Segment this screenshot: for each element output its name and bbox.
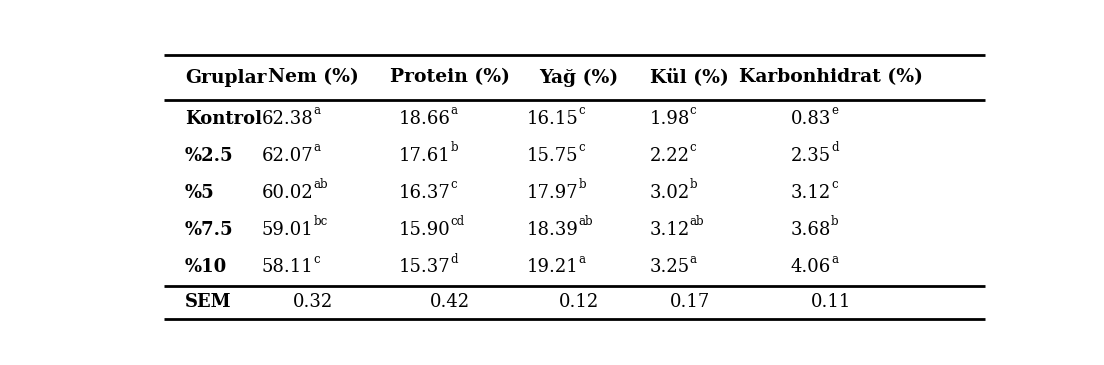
- Text: ab: ab: [690, 215, 704, 228]
- Text: 17.97: 17.97: [527, 184, 578, 202]
- Text: Kontrol: Kontrol: [185, 110, 262, 127]
- Text: c: c: [578, 104, 585, 117]
- Text: cd: cd: [450, 215, 465, 228]
- Text: c: c: [690, 141, 697, 154]
- Text: 0.17: 0.17: [670, 293, 710, 311]
- Text: 3.12: 3.12: [790, 184, 831, 202]
- Text: 17.61: 17.61: [399, 147, 450, 165]
- Text: 3.68: 3.68: [790, 221, 831, 239]
- Text: c: c: [690, 104, 697, 117]
- Text: 2.22: 2.22: [650, 147, 690, 165]
- Text: ab: ab: [578, 215, 593, 228]
- Text: a: a: [450, 104, 457, 117]
- Text: 18.39: 18.39: [527, 221, 578, 239]
- Text: 18.66: 18.66: [399, 110, 450, 127]
- Text: 19.21: 19.21: [527, 258, 578, 276]
- Text: 16.37: 16.37: [399, 184, 450, 202]
- Text: Karbonhidrat (%): Karbonhidrat (%): [739, 69, 923, 87]
- Text: a: a: [578, 253, 585, 266]
- Text: a: a: [690, 253, 697, 266]
- Text: 0.42: 0.42: [431, 293, 470, 311]
- Text: 4.06: 4.06: [790, 258, 831, 276]
- Text: 3.02: 3.02: [649, 184, 690, 202]
- Text: 3.25: 3.25: [650, 258, 690, 276]
- Text: c: c: [578, 141, 585, 154]
- Text: b: b: [690, 178, 698, 191]
- Text: 59.01: 59.01: [262, 221, 314, 239]
- Text: bc: bc: [314, 215, 328, 228]
- Text: Gruplar: Gruplar: [185, 69, 266, 87]
- Text: a: a: [314, 141, 320, 154]
- Text: 0.11: 0.11: [810, 293, 851, 311]
- Text: b: b: [450, 141, 458, 154]
- Text: e: e: [831, 104, 838, 117]
- Text: SEM: SEM: [185, 293, 232, 311]
- Text: b: b: [831, 215, 839, 228]
- Text: %10: %10: [185, 258, 227, 276]
- Text: c: c: [450, 178, 457, 191]
- Text: 2.35: 2.35: [790, 147, 831, 165]
- Text: 3.12: 3.12: [649, 221, 690, 239]
- Text: %7.5: %7.5: [185, 221, 234, 239]
- Text: d: d: [831, 141, 839, 154]
- Text: 15.90: 15.90: [399, 221, 450, 239]
- Text: 15.75: 15.75: [527, 147, 578, 165]
- Text: 62.07: 62.07: [262, 147, 314, 165]
- Text: a: a: [314, 104, 320, 117]
- Text: Yağ (%): Yağ (%): [539, 68, 618, 87]
- Text: 62.38: 62.38: [262, 110, 314, 127]
- Text: 1.98: 1.98: [649, 110, 690, 127]
- Text: %5: %5: [185, 184, 215, 202]
- Text: d: d: [450, 253, 458, 266]
- Text: Kül (%): Kül (%): [650, 69, 730, 87]
- Text: 60.02: 60.02: [262, 184, 314, 202]
- Text: 0.12: 0.12: [559, 293, 598, 311]
- Text: c: c: [314, 253, 320, 266]
- Text: 0.32: 0.32: [294, 293, 333, 311]
- Text: Protein (%): Protein (%): [391, 69, 510, 87]
- Text: b: b: [578, 178, 586, 191]
- Text: a: a: [831, 253, 838, 266]
- Text: 16.15: 16.15: [527, 110, 578, 127]
- Text: ab: ab: [314, 178, 328, 191]
- Text: 0.83: 0.83: [790, 110, 831, 127]
- Text: %2.5: %2.5: [185, 147, 234, 165]
- Text: 15.37: 15.37: [399, 258, 450, 276]
- Text: Nem (%): Nem (%): [268, 69, 359, 87]
- Text: 58.11: 58.11: [262, 258, 314, 276]
- Text: c: c: [831, 178, 838, 191]
